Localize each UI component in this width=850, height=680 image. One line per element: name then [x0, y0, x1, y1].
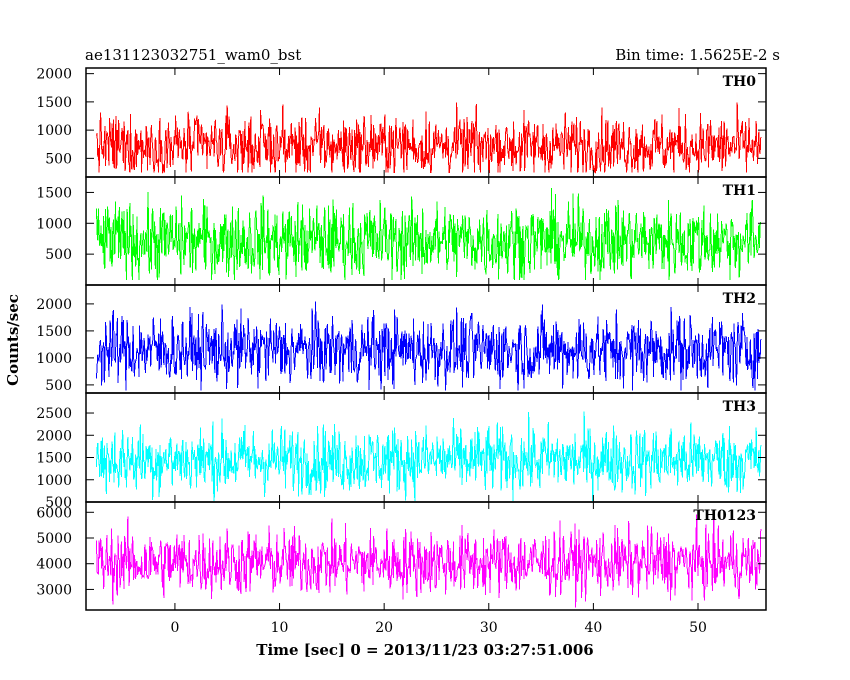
y-tick-label: 1500 — [36, 324, 72, 340]
series-line-th0123 — [96, 512, 762, 608]
panel-th0: 500 1000 1500 2000 TH0 — [36, 67, 767, 178]
y-tick-label: 1000 — [36, 216, 72, 232]
panel-label-th3: TH3 — [723, 399, 756, 415]
y-tick-label: 6000 — [36, 505, 72, 521]
panel-th1: 500 1000 1500 TH1 — [36, 176, 767, 286]
y-tick-label: 1500 — [36, 451, 72, 467]
panel-th2: 500 1000 1500 2000 TH2 — [36, 284, 767, 394]
y-tick-label: 2000 — [36, 297, 72, 313]
bin-time-label: Bin time: 1.5625E-2 s — [615, 46, 780, 64]
panel-th0123: 3000 4000 5000 6000 TH0123 — [36, 501, 767, 611]
x-tick-label: 40 — [584, 620, 602, 636]
panel-label-th2: TH2 — [723, 291, 756, 307]
plot-title: ae131123032751_wam0_bst — [85, 46, 301, 64]
y-tick-label: 1000 — [36, 123, 72, 139]
y-tick-label: 3000 — [36, 582, 72, 598]
x-tick-label: 30 — [480, 620, 498, 636]
y-tick-label: 5000 — [36, 531, 72, 547]
x-axis-label: Time [sec] 0 = 2013/11/23 03:27:51.006 — [256, 641, 593, 659]
series-line-th0 — [96, 102, 762, 175]
y-tick-label: 1500 — [36, 95, 72, 111]
y-tick-label: 2000 — [36, 428, 72, 444]
panel-label-th0123: TH0123 — [693, 508, 756, 524]
y-tick-label: 4000 — [36, 557, 72, 573]
y-tick-label: 1000 — [36, 351, 72, 367]
panel-label-th1: TH1 — [723, 183, 756, 199]
y-tick-label: 2500 — [36, 406, 72, 422]
series-line-th3 — [96, 411, 762, 502]
y-tick-label: 1500 — [36, 185, 72, 201]
panel-th3: 500 1000 1500 2000 2500 TH3 — [36, 392, 767, 511]
y-tick-label: 500 — [45, 378, 72, 394]
y-tick-label: 1000 — [36, 473, 72, 489]
y-tick-label: 500 — [45, 247, 72, 263]
panel-frame — [85, 501, 767, 611]
y-axis-label: Counts/sec — [4, 294, 22, 386]
x-tick-label: 0 — [170, 620, 179, 636]
series-line-th1 — [96, 188, 762, 281]
x-tick-label: 50 — [689, 620, 707, 636]
series-line-th2 — [96, 301, 762, 391]
panel-label-th0: TH0 — [723, 74, 757, 90]
y-tick-label: 500 — [45, 151, 72, 167]
y-tick-label: 500 — [45, 495, 72, 511]
y-tick-label: 2000 — [36, 67, 72, 83]
x-tick-label: 10 — [271, 620, 289, 636]
x-tick-label: 20 — [375, 620, 393, 636]
